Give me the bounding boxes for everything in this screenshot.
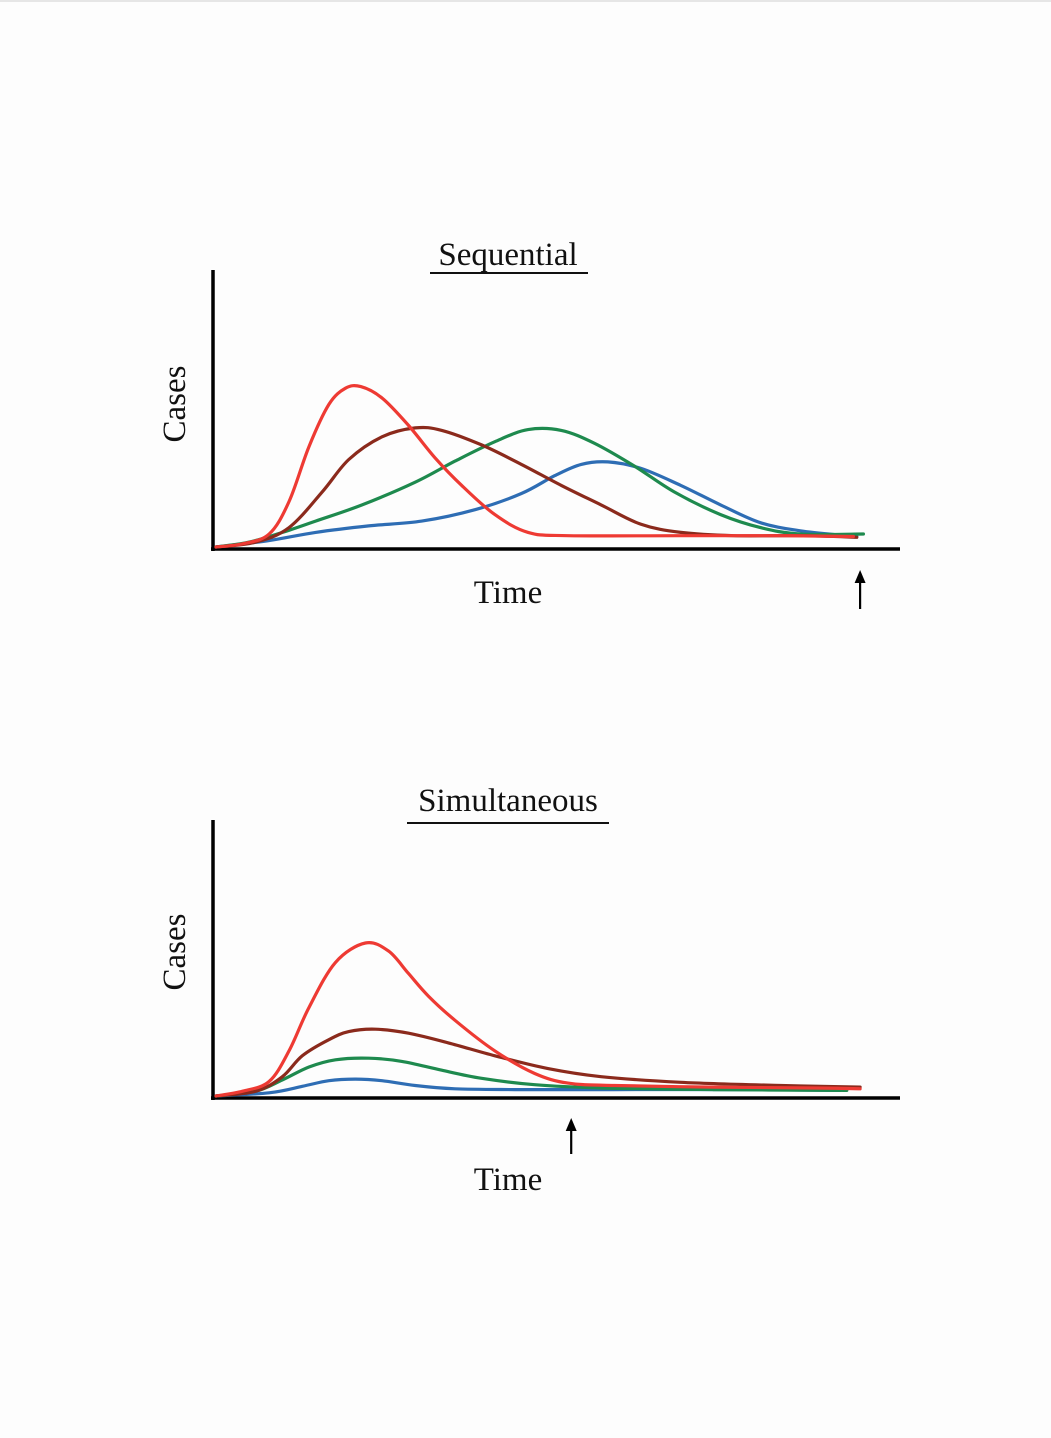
series-line-blue [214, 460, 859, 549]
series-line-brown [214, 1027, 862, 1098]
series-line-green [214, 1056, 849, 1098]
series-group [214, 941, 862, 1098]
panel-title: Simultaneous [418, 783, 598, 819]
series-line-red [214, 941, 862, 1098]
y-axis-label: Cases [157, 914, 193, 991]
series-line-red [214, 384, 855, 549]
panel-title: Sequential [438, 237, 577, 273]
panel-sequential: Sequential Cases Time [157, 237, 900, 611]
panel-simultaneous: Simultaneous Cases Time [157, 783, 900, 1198]
arrow-head [565, 1118, 577, 1131]
series-line-green [214, 426, 865, 549]
time-arrow-marker [854, 570, 866, 609]
y-axis-label: Cases [157, 366, 193, 443]
time-arrow-marker [565, 1118, 577, 1154]
arrow-head [854, 570, 866, 583]
x-axis-label: Time [474, 575, 542, 611]
page-top-rule [0, 0, 1051, 2]
series-group [214, 384, 865, 549]
x-axis-label: Time [474, 1162, 542, 1198]
